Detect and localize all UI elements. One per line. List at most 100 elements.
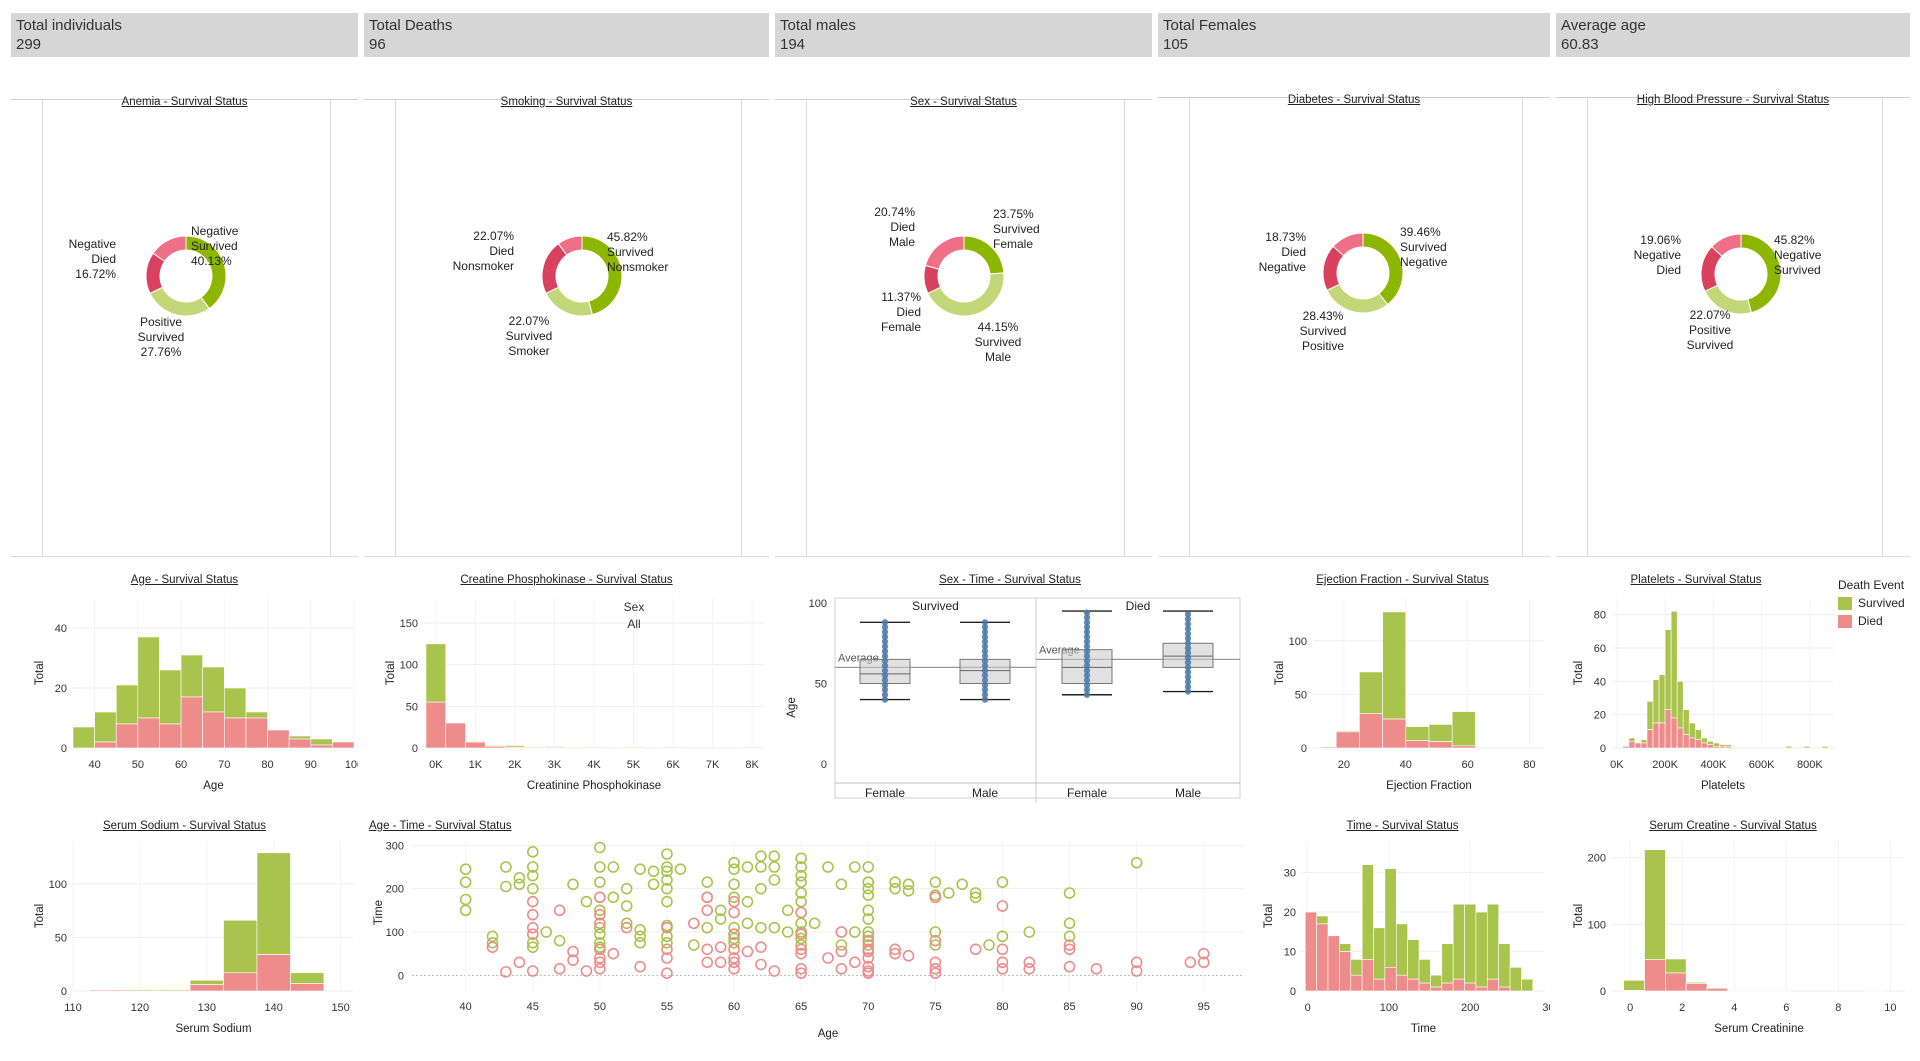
age-histogram[interactable]: 0 20 40 40 50 60 70 80 90 100 Age Total [11, 573, 363, 803]
donut-chart[interactable]: 23.75%SurvivedFemale44.15%SurvivedMale11… [775, 93, 1152, 558]
donut-chart[interactable]: 45.82%NegativeSurvived22.07%PositiveSurv… [1556, 91, 1910, 558]
bar-died [1395, 974, 1408, 992]
kpi-label: Average age [1561, 17, 1646, 34]
death-event-legend[interactable]: Death Event Survived Died [1838, 578, 1905, 628]
data-point [1083, 672, 1091, 679]
x-tick-label: 3K [548, 759, 562, 771]
scatter-point-survived [486, 937, 499, 949]
scatter-point-survived [634, 863, 646, 875]
legend-item-died[interactable]: Died [1838, 614, 1905, 628]
kpi-total-males: Total males 194 [775, 13, 1152, 57]
scatter-point-died [741, 945, 754, 958]
y-tick-label: 30 [1284, 868, 1296, 880]
scatter-point-died [526, 895, 539, 908]
scatter-point-survived [768, 874, 781, 886]
data-point [981, 633, 989, 641]
chart-title: Serum Creatine - Survival Status [1649, 820, 1817, 832]
slice-label: 23.75% [993, 207, 1034, 221]
scatter-point-died [661, 967, 673, 979]
data-point [1083, 662, 1091, 669]
bar-survived [1785, 746, 1793, 749]
serum-creatinine-histogram-panel[interactable]: Serum Creatine - Survival Status 0 100 200… [1556, 819, 1910, 1049]
bar-survived [1521, 978, 1534, 992]
age-time-scatter[interactable]: 0 100 200 300 40 45 50 55 60 65 70 75 80 85 90 95 Age Tim… [364, 819, 1245, 1049]
ejection-fraction-histogram-panel[interactable]: Ejection Fraction - Survival Status 0 50 1… [1255, 573, 1550, 803]
donut-chart[interactable]: NegativeSurvived40.13%PositiveSurvived27… [11, 93, 358, 558]
platelets-histogram-panel[interactable]: Platelets - Survival Status 0 20 40 60 80 0K 2… [1556, 573, 1836, 803]
scatter-point-survived [983, 939, 995, 951]
y-tick-label: 0 [398, 970, 404, 982]
y-tick-label: 200 [1588, 853, 1606, 865]
x-tick-label: Female [1067, 786, 1107, 800]
sex-time-boxplot[interactable]: Survived Died050100AgeAverageAverageFemal… [775, 573, 1245, 803]
data-point [981, 628, 989, 636]
data-point [881, 648, 889, 655]
cpk-histogram[interactable]: 0 50 100 150 0K 1K 2K 3K 4K 5K 6K 7K 8K Creatinine Ph… [364, 573, 769, 803]
cpk-histogram-panel[interactable]: Creatine Phosphokinase - Survival Status… [364, 573, 769, 803]
scatter-point-survived [553, 934, 566, 947]
data-point [881, 619, 889, 626]
kpi-total-deaths: Total Deaths 96 [364, 13, 769, 57]
bar-survived [94, 711, 117, 743]
chart-title: High Blood Pressure - Survival Status [1636, 94, 1830, 106]
donut-slice [1332, 232, 1364, 257]
data-point [881, 686, 889, 694]
y-tick-label: 0 [412, 743, 418, 755]
scatter-point-survived [768, 861, 781, 873]
donut-chart[interactable]: 45.82%SurvivedNonsmoker22.07%SurvivedSmo… [364, 93, 769, 558]
donut-panel-anemia[interactable]: Anemia - Survival Status Negative Survive… [11, 93, 358, 558]
scatter-point-survived [634, 930, 646, 943]
serum-sodium-histogram[interactable]: 0 50 100 110 120 130 140 150 Serum Sodium Total [11, 819, 358, 1049]
age-time-scatter-panel[interactable]: Age - Time - Survival Status 0 100 200 300 4… [364, 819, 1245, 1049]
bar-died [1622, 746, 1630, 749]
scatter-point-died [1197, 947, 1210, 960]
serum-creatinine-histogram[interactable]: 0 100 200 0 2 4 6 8 10 Serum Creatinine Total [1556, 819, 1910, 1049]
bar-died [1658, 722, 1666, 749]
donut-panel-diabetes[interactable]: Diabetes - Survival Status 39.46% Survive… [1158, 91, 1550, 558]
data-point [1184, 688, 1192, 695]
y-tick-label: 40 [55, 623, 67, 635]
donut-panel-sex[interactable]: Sex - Survival Status 23.75% Survived Fema… [775, 93, 1152, 558]
donut-panel-high-blood-pressure[interactable]: High Blood Pressure - Survival Status 45… [1556, 91, 1910, 558]
scatter-point-survived [862, 913, 875, 925]
scatter-point-survived [795, 876, 807, 888]
x-axis-label: Time [1411, 1023, 1436, 1035]
donut-panel-smoking[interactable]: Smoking - Survival Status 45.82% Survived… [364, 93, 769, 558]
scatter-point-survived [701, 876, 714, 888]
serum-sodium-histogram-panel[interactable]: Serum Sodium - Survival Status 0 50 100 110… [11, 819, 358, 1049]
donut-chart[interactable]: 39.46%SurvivedNegative28.43%SurvivedPosi… [1158, 91, 1550, 558]
time-histogram[interactable]: 01020300100200300TimeTotal [1255, 819, 1561, 1049]
bar-died [1428, 741, 1453, 749]
bar-survived [425, 643, 447, 703]
slice-label: Died [1281, 245, 1306, 259]
time-histogram-panel[interactable]: Time - Survival Status 01020300100200300… [1255, 819, 1561, 1049]
data-point [1184, 654, 1192, 661]
legend-swatch [1838, 596, 1852, 610]
bar-died [465, 741, 486, 749]
scatter-point-survived [768, 850, 781, 862]
x-tick-label: 60 [175, 759, 187, 771]
bar-died [1634, 742, 1642, 749]
x-tick-label: Male [1175, 786, 1201, 800]
legend-item-survived[interactable]: Survived [1838, 596, 1905, 610]
x-tick-label: 150 [331, 1002, 349, 1014]
bar-died [1682, 734, 1690, 749]
scatter-point-survived [661, 865, 673, 878]
age-histogram-panel[interactable]: Age - Survival Status 0 20 40 40 50 60 70 80 90 1… [11, 573, 363, 803]
data-point [981, 662, 989, 669]
scatter-point-died [580, 965, 593, 977]
bar-survived [202, 666, 225, 713]
scatter-point-survived [755, 921, 767, 934]
sex-time-boxplot-panel[interactable]: Sex - Time - Survival Status Survived Die… [775, 573, 1245, 803]
slice-label: Survived [138, 330, 185, 344]
slice-label: Survived [1687, 338, 1734, 352]
bar-survived [1682, 709, 1690, 735]
bar-died [1646, 729, 1654, 749]
ejection-fraction-histogram[interactable]: 0 50 100 20 40 60 80 Ejection Fraction Total [1255, 573, 1550, 803]
x-tick-label: 4K [587, 759, 601, 771]
bar-survived [1700, 737, 1708, 744]
y-tick-label: 0 [1301, 743, 1307, 755]
scatter-point-survived [862, 930, 875, 943]
scatter-point-died [661, 943, 673, 956]
